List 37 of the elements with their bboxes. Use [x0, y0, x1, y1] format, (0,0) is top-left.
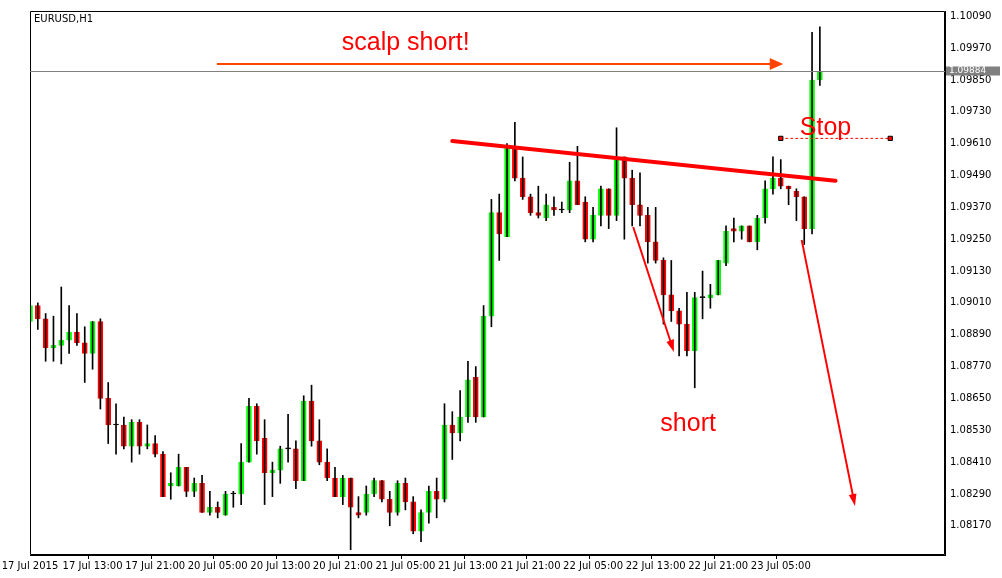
- ref-line-label: 1.09884: [949, 65, 987, 76]
- y-tick-label: 1.10090: [950, 9, 992, 21]
- y-tick-label: 1.09130: [950, 264, 992, 276]
- y-tick-label: 1.09250: [950, 232, 992, 244]
- x-tick-label: 21 Jul 05:00: [375, 559, 436, 571]
- candlestick: [113, 403, 119, 455]
- x-tick-label: 20 Jul 13:00: [250, 559, 311, 571]
- y-tick-label: 1.08650: [950, 392, 992, 404]
- candlestick: [558, 201, 565, 214]
- y-tick-label: 1.08290: [950, 487, 992, 499]
- y-tick-label: 1.09730: [950, 105, 992, 117]
- x-tick-label: 17 Jul 13:00: [62, 559, 123, 571]
- x-tick-label: 22 Jul 21:00: [688, 559, 749, 571]
- y-tick-label: 1.09010: [950, 296, 992, 308]
- x-tick-label: 22 Jul 05:00: [563, 559, 624, 571]
- x-tick-label: 22 Jul 13:00: [625, 559, 686, 571]
- y-tick-label: 1.08170: [950, 519, 992, 531]
- chart-title: EURUSD,H1: [34, 12, 94, 24]
- x-tick-label: 20 Jul 21:00: [312, 559, 373, 571]
- x-tick-label: 23 Jul 05:00: [750, 559, 811, 571]
- x-tick-label: 21 Jul 21:00: [500, 559, 561, 571]
- annotation: short: [660, 408, 716, 437]
- y-tick-label: 1.09970: [950, 41, 992, 53]
- y-tick-label: 1.09370: [950, 200, 992, 212]
- y-tick-label: 1.08770: [950, 360, 992, 372]
- y-tick-label: 1.08890: [950, 328, 992, 340]
- candlestick: [285, 414, 291, 463]
- annotation: scalp short!: [341, 27, 470, 56]
- y-tick-label: 1.09490: [950, 169, 992, 181]
- x-tick-label: 17 Jul 2015: [1, 559, 59, 571]
- y-tick-label: 1.08410: [950, 455, 992, 467]
- y-tick-label: 1.09850: [950, 73, 992, 85]
- y-tick-label: 1.09610: [950, 137, 992, 149]
- y-tick-label: 1.08530: [950, 423, 992, 435]
- x-tick-label: 21 Jul 13:00: [437, 559, 498, 571]
- x-tick-label: 20 Jul 05:00: [187, 559, 248, 571]
- x-tick-label: 17 Jul 21:00: [125, 559, 186, 571]
